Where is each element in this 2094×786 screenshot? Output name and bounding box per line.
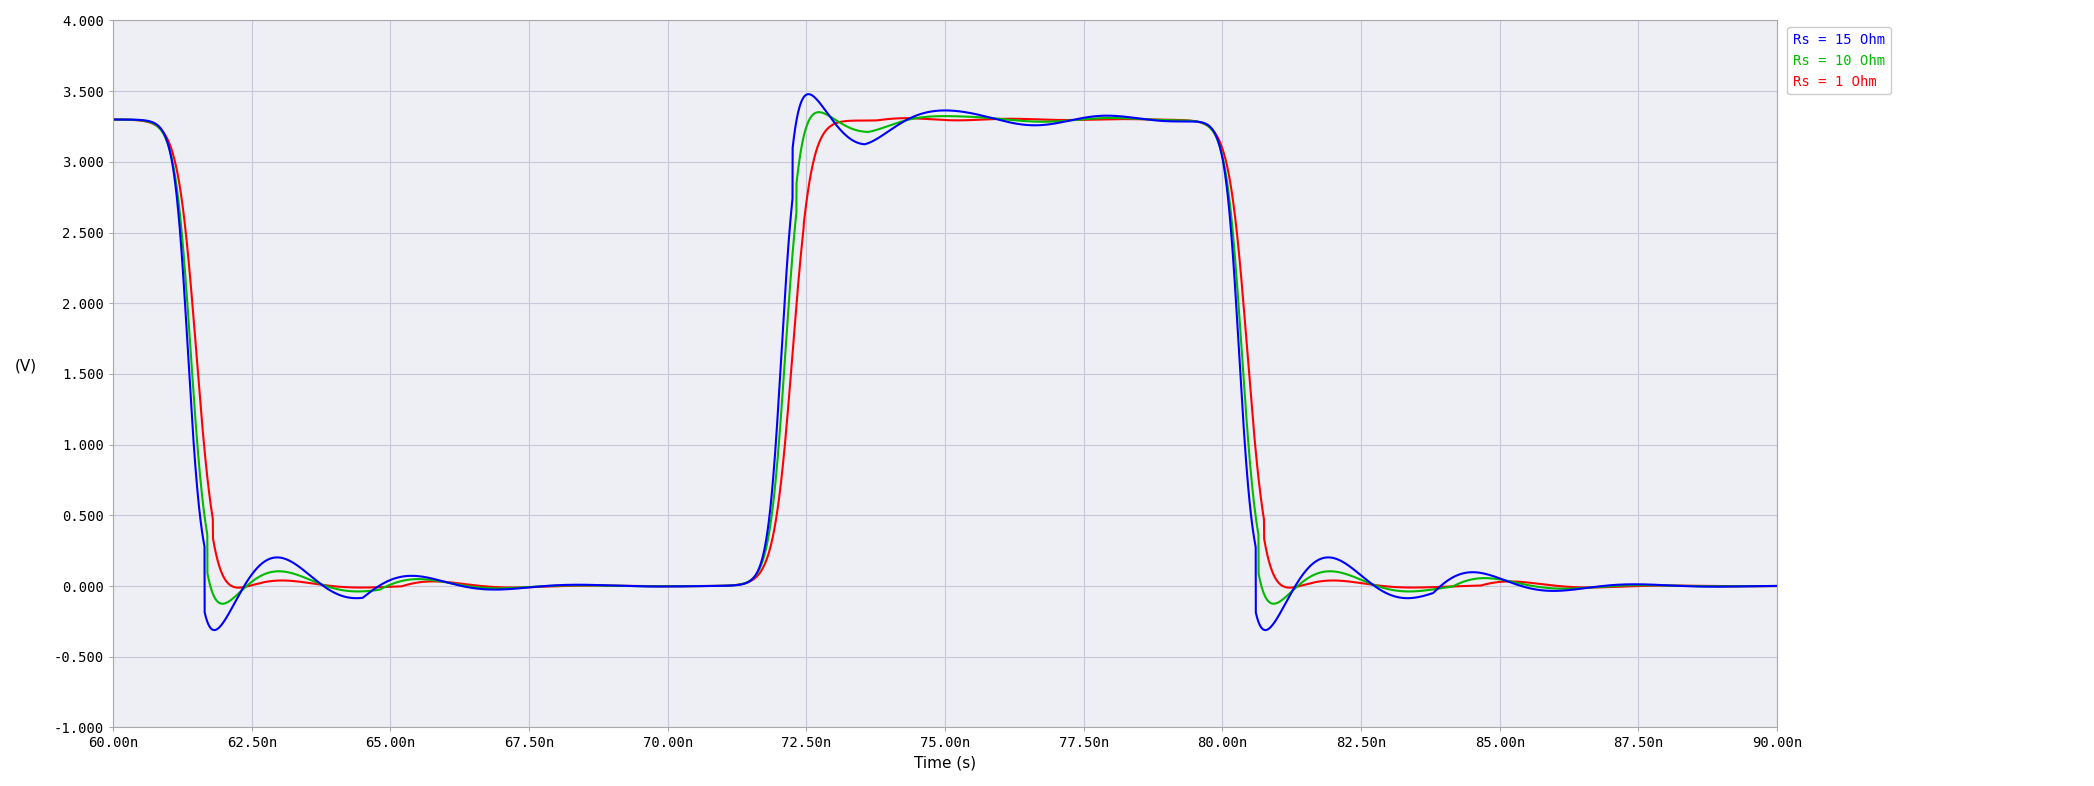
Line: Rs = 10 Ohm: Rs = 10 Ohm [113,112,1778,604]
Line: Rs = 15 Ohm: Rs = 15 Ohm [113,118,1778,588]
Rs = 15 Ohm [953,116,978,125]
Rs = 10 Ohm [348,586,373,596]
Rs = 10 Ohm [976,113,1001,123]
Rs = 15 Ohm [348,583,373,593]
Legend: Rs = 15 Ohm, Rs = 10 Ohm, Rs = 1 Ohm: Rs = 15 Ohm, Rs = 10 Ohm, Rs = 1 Ohm [1788,28,1891,94]
Rs = 10 Ohm [188,477,214,487]
Rs = 10 Ohm [806,108,831,117]
Rs = 15 Ohm [1112,115,1137,124]
X-axis label: Time (s): Time (s) [915,756,976,771]
Rs = 1 Ohm [348,593,373,603]
Rs = 15 Ohm [188,402,214,411]
Rs = 15 Ohm [101,115,126,124]
Rs = 10 Ohm [101,115,126,124]
Rs = 1 Ohm [101,115,126,124]
Rs = 1 Ohm [796,90,821,99]
Rs = 1 Ohm [1252,626,1277,635]
Rs = 10 Ohm [1765,582,1790,591]
Rs = 1 Ohm [1112,112,1137,122]
Rs = 1 Ohm [532,582,557,591]
Rs = 15 Ohm [976,115,1001,124]
Rs = 10 Ohm [953,112,978,121]
Rs = 15 Ohm [1765,582,1790,591]
Rs = 1 Ohm [976,112,1001,122]
Rs = 1 Ohm [188,516,214,526]
Line: Rs = 1 Ohm: Rs = 1 Ohm [113,94,1778,630]
Rs = 1 Ohm [1765,581,1790,590]
Rs = 10 Ohm [209,599,235,608]
Rs = 1 Ohm [953,108,978,117]
Rs = 15 Ohm [1277,583,1302,593]
Y-axis label: (V): (V) [15,359,38,374]
Rs = 10 Ohm [532,582,557,591]
Rs = 15 Ohm [532,582,557,591]
Rs = 10 Ohm [1112,113,1137,123]
Rs = 15 Ohm [894,113,919,123]
